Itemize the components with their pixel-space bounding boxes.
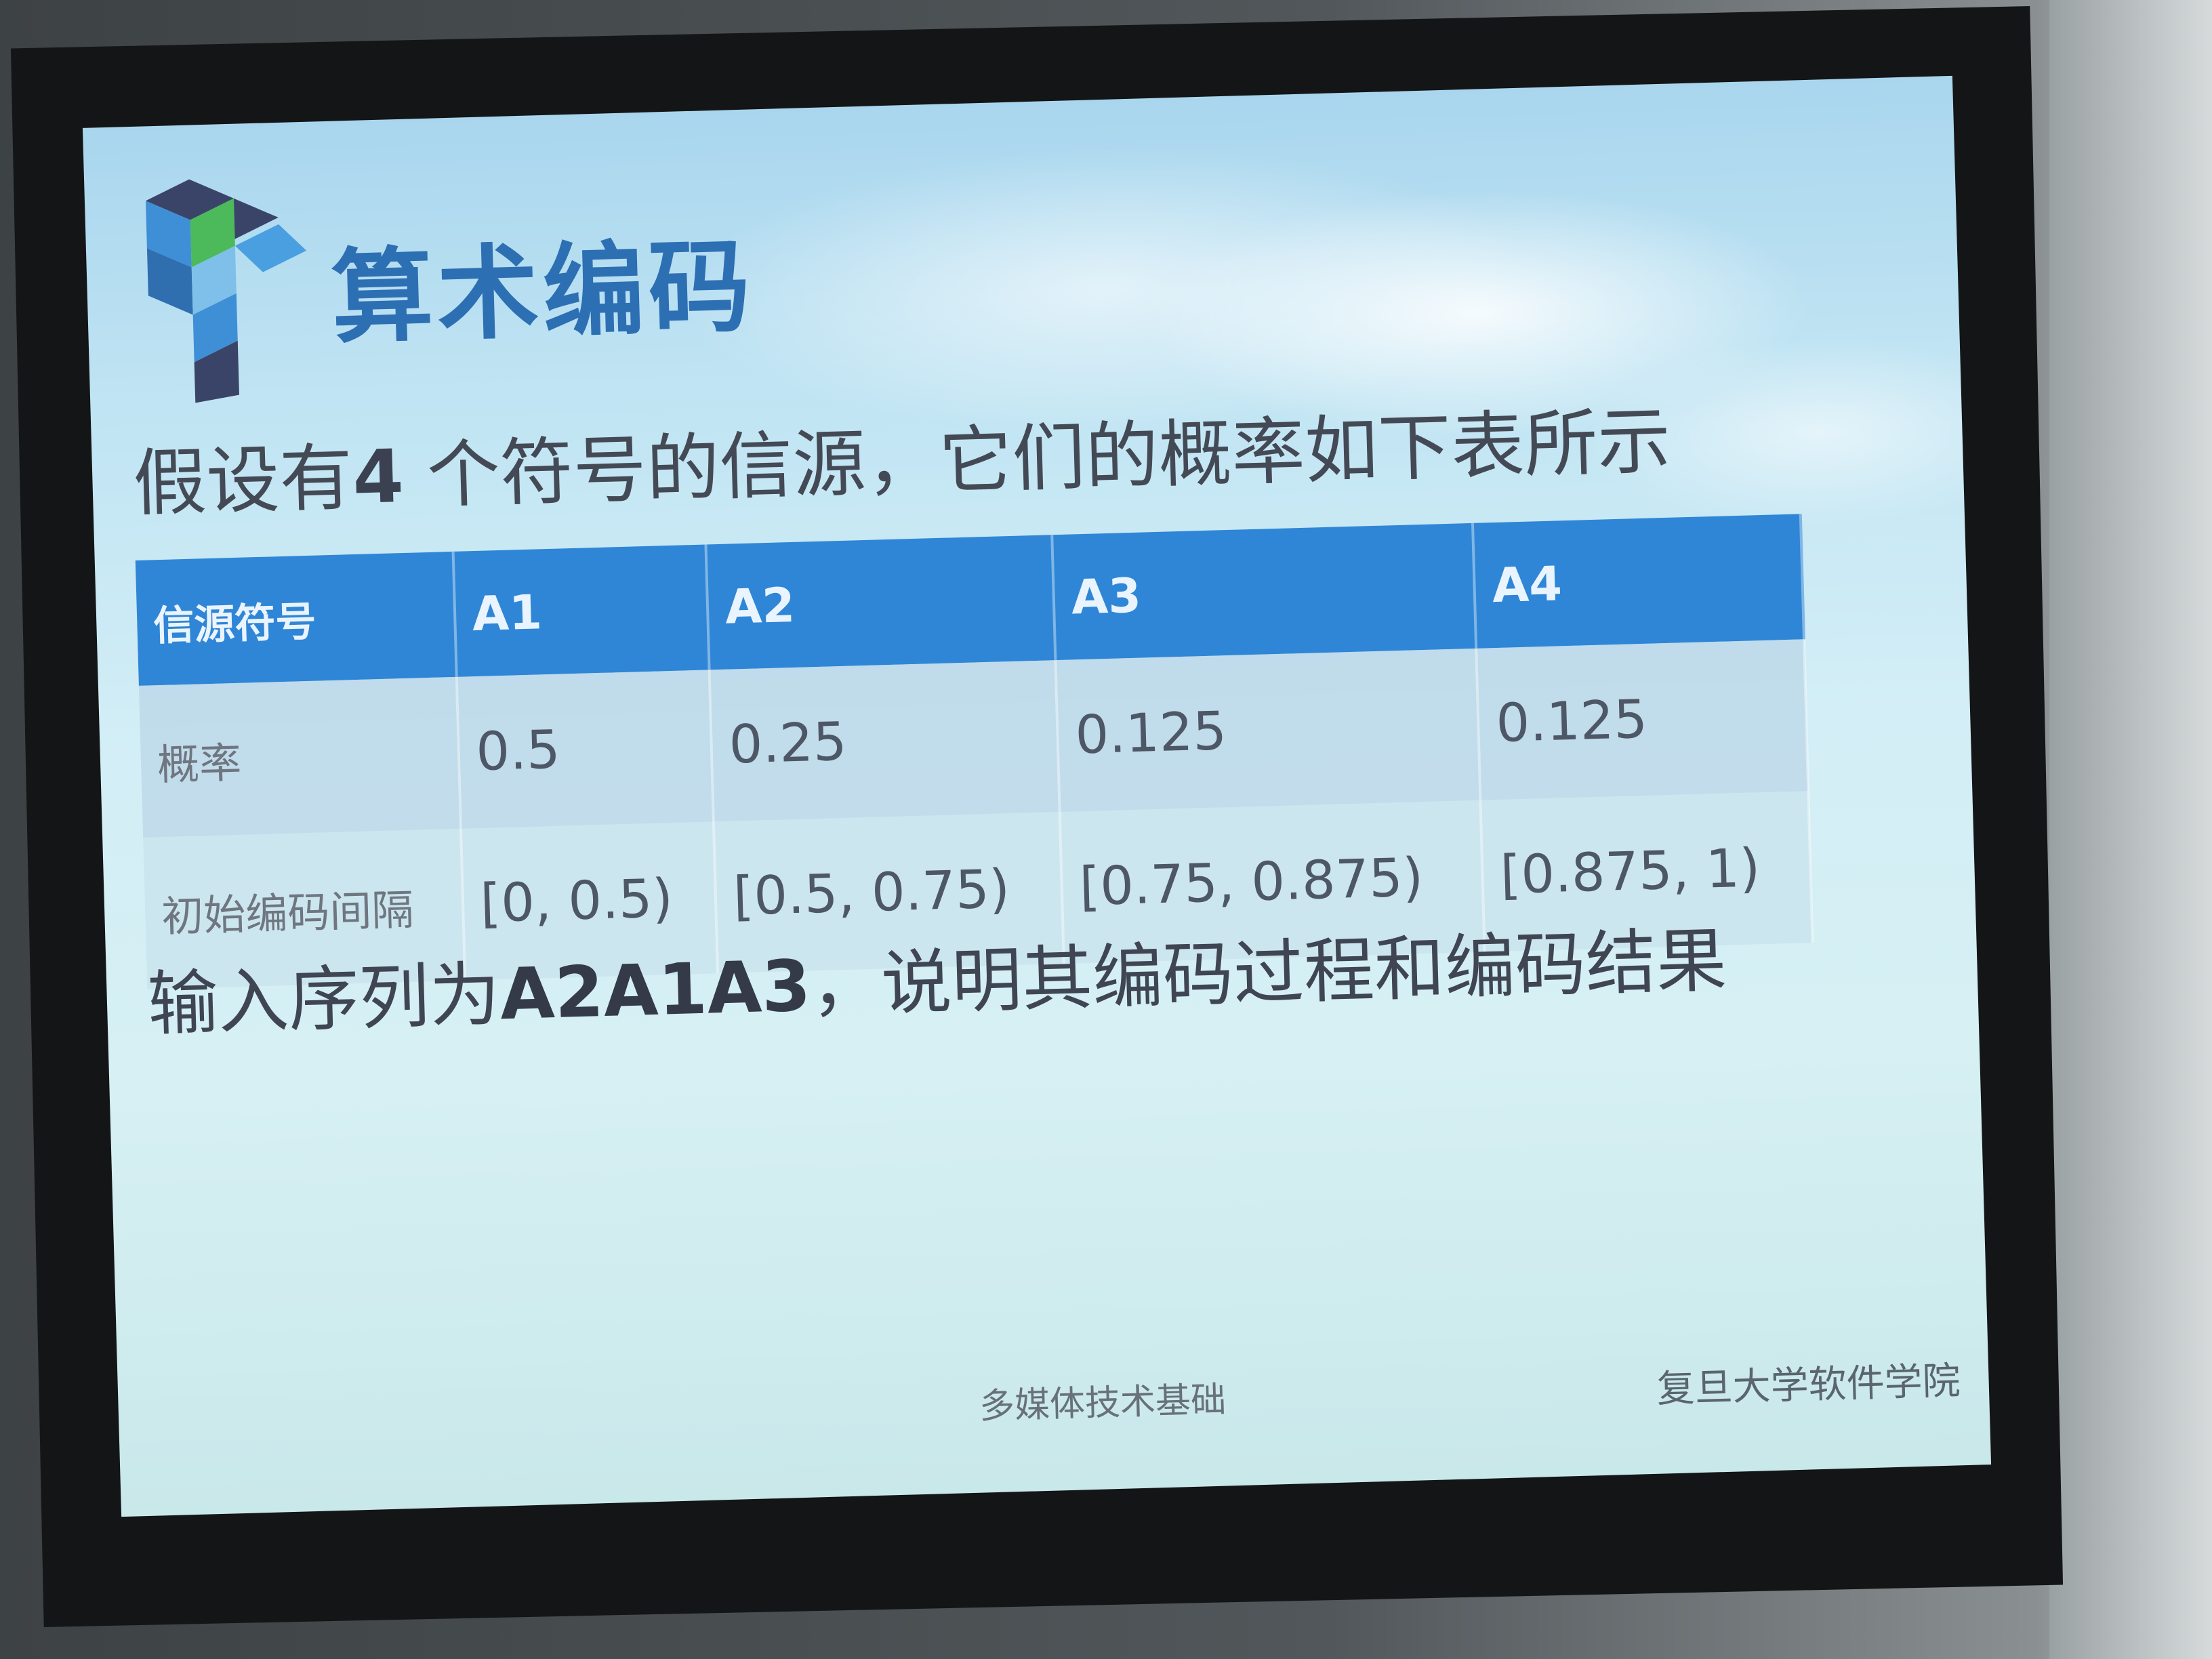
- wall: [2049, 0, 2212, 1659]
- slide-title: 算术编码: [329, 228, 756, 358]
- table-cell: 0.125: [1476, 639, 1809, 800]
- symbol-count: 4: [351, 434, 405, 520]
- header-source-symbol: 信源符号: [135, 551, 457, 686]
- lead-text-after: 个符号的信源，它们的概率如下表所示: [402, 398, 1672, 519]
- table-cell: 0.5: [456, 670, 714, 829]
- question-before: 输入序列为: [146, 953, 501, 1046]
- cube-logo-icon: [145, 179, 307, 403]
- lead-text-before: 假设有: [131, 436, 354, 527]
- question-after: ，说明其编码过程和编码结果: [809, 918, 1728, 1027]
- header-a3: A3: [1052, 523, 1477, 661]
- table-cell: 0.25: [709, 660, 1060, 822]
- header-a1: A1: [453, 544, 710, 677]
- row-label: 概率: [138, 676, 461, 838]
- input-sequence: A2A1A3: [499, 944, 812, 1036]
- header-a2: A2: [705, 535, 1056, 670]
- problem-statement: 假设有4 个符号的信源，它们的概率如下表所示: [131, 382, 1672, 531]
- header-a4: A4: [1473, 514, 1804, 649]
- footer-course-name: 多媒体技术基础: [979, 1379, 1227, 1427]
- projected-slide: 算术编码 假设有4 个符号的信源，它们的概率如下表所示 信源符号 A1 A2 A…: [82, 75, 1992, 1517]
- table-cell: 0.125: [1055, 648, 1481, 813]
- footer-institution: 复旦大学软件学院: [1656, 1359, 1961, 1412]
